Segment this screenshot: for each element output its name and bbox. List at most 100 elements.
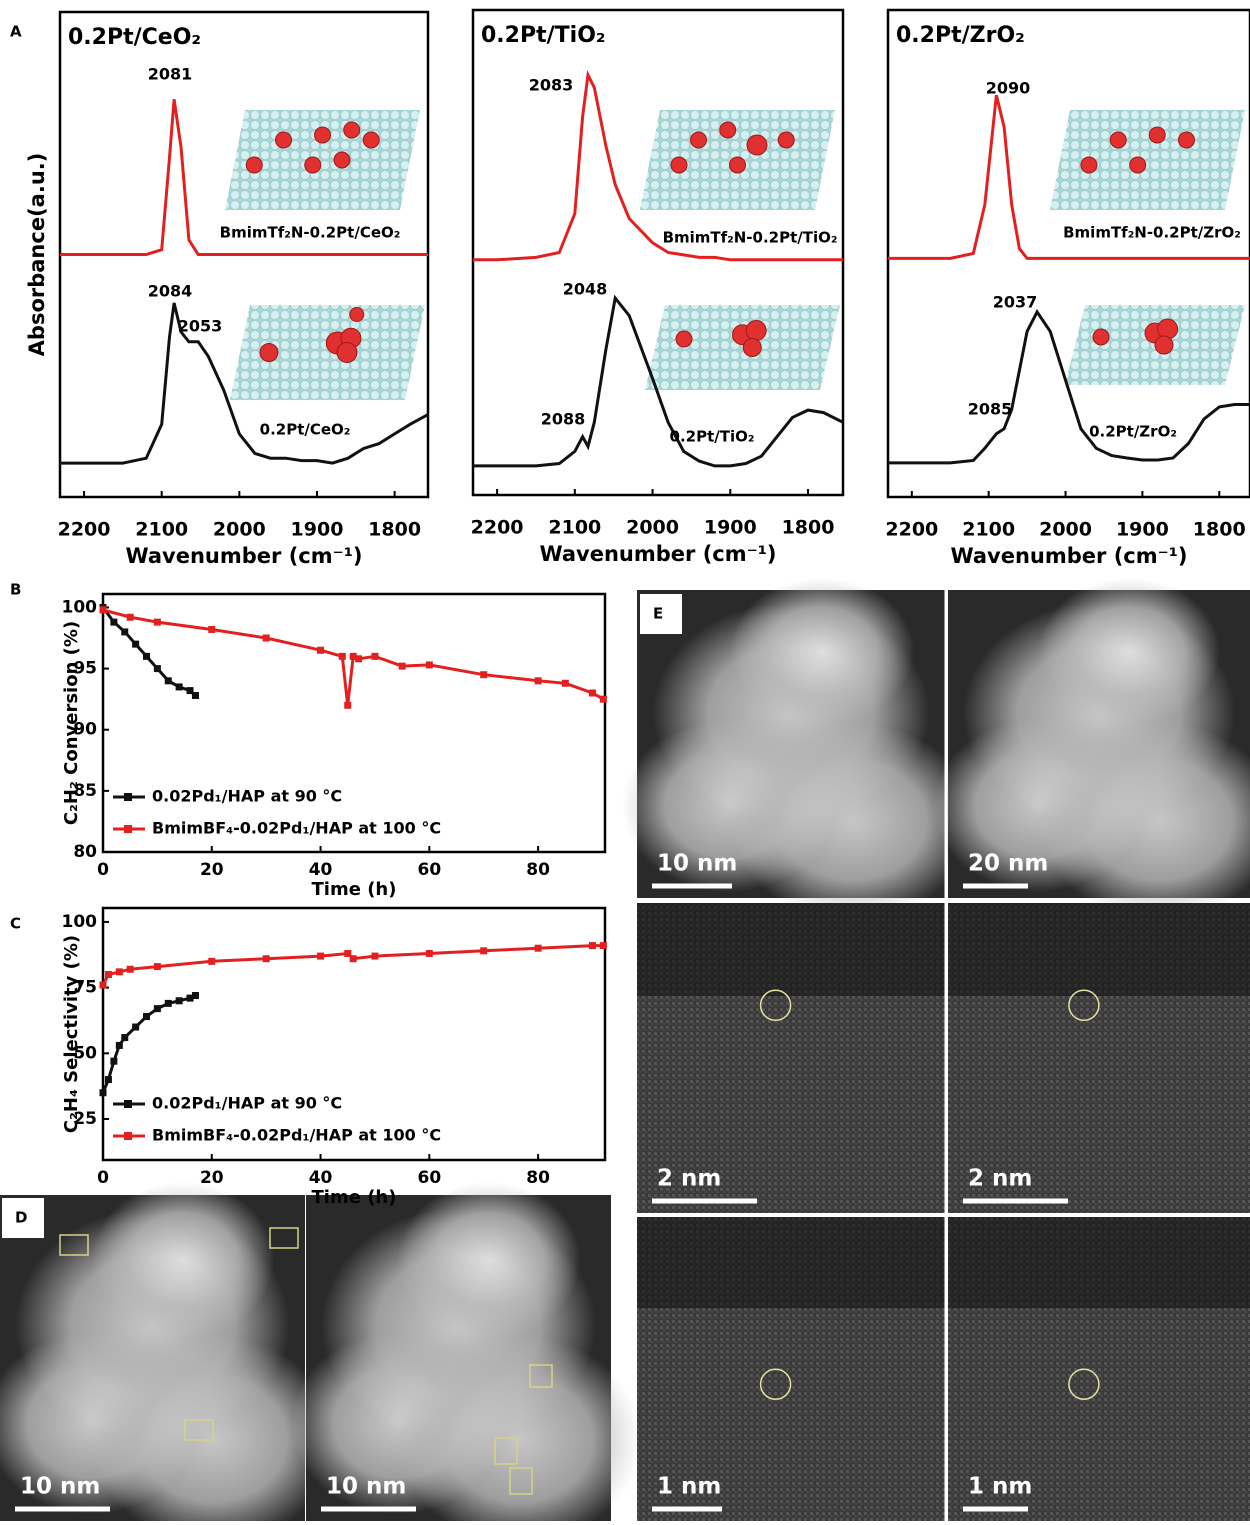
x-tick-label: 1800 <box>782 517 835 539</box>
x-tick-label: 20 <box>200 860 224 880</box>
data-point <box>208 958 215 965</box>
scale-bar-label: 1 nm <box>657 1474 721 1500</box>
pt-atom <box>743 339 761 357</box>
data-point <box>154 665 161 672</box>
data-point <box>562 680 569 687</box>
scale-bar-label: 20 nm <box>968 851 1048 877</box>
legend-label: 0.02Pd₁/HAP at 90 °C <box>152 787 342 806</box>
micrograph-shade <box>637 1217 945 1308</box>
pt-atom <box>334 152 350 168</box>
curve-label: BmimTf₂N-0.2Pt/CeO₂ <box>220 224 401 242</box>
data-point <box>165 677 172 684</box>
pt-atom <box>315 127 331 143</box>
data-point <box>589 942 596 949</box>
peak-label: 2053 <box>178 317 223 336</box>
plot-frame <box>103 594 605 852</box>
micrograph-feature <box>92 1182 275 1338</box>
pt-atom <box>363 132 379 148</box>
data-point <box>154 619 161 626</box>
legend-marker <box>124 1100 132 1108</box>
micrograph-shade <box>637 903 945 996</box>
curve-label: BmimTf₂N-0.2Pt/ZrO₂ <box>1063 224 1241 242</box>
x-axis-label: Wavenumber (cm⁻¹) <box>125 544 362 568</box>
x-axis-label: Wavenumber (cm⁻¹) <box>950 544 1187 568</box>
data-point <box>127 966 134 973</box>
data-point <box>116 1042 123 1049</box>
x-tick-label: 2200 <box>471 517 524 539</box>
data-point <box>263 955 270 962</box>
pt-atom <box>246 157 262 173</box>
pt-atom <box>260 344 278 362</box>
data-point <box>344 702 351 709</box>
peak-label: 2081 <box>148 65 193 84</box>
chart-title: 0.2Pt/CeO₂ <box>68 25 201 50</box>
data-point <box>317 647 324 654</box>
x-tick-label: 1900 <box>1116 519 1169 541</box>
data-point <box>480 671 487 678</box>
x-tick-label: 2000 <box>213 519 266 541</box>
pt-atom <box>1130 157 1146 173</box>
data-point <box>535 677 542 684</box>
scale-bar-label: 1 nm <box>968 1474 1032 1500</box>
x-axis-label: Time (h) <box>312 879 397 900</box>
data-line <box>103 946 603 985</box>
data-point <box>263 635 270 642</box>
data-point <box>116 968 123 975</box>
y-tick-label: 100 <box>62 597 98 617</box>
x-tick-label: 80 <box>526 860 550 880</box>
x-tick-label: 40 <box>309 1168 333 1188</box>
support-slab <box>230 305 425 400</box>
data-point <box>317 953 324 960</box>
legend-label: 0.02Pd₁/HAP at 90 °C <box>152 1094 342 1113</box>
y-tick-label: 80 <box>73 842 97 862</box>
x-tick-label: 2000 <box>626 517 679 539</box>
peak-label: 2085 <box>968 400 1013 419</box>
legend-marker <box>124 1132 132 1140</box>
pt-atom <box>276 132 292 148</box>
data-point <box>100 606 107 613</box>
x-tick-label: 60 <box>417 1168 441 1188</box>
x-axis-label: Wavenumber (cm⁻¹) <box>539 542 776 566</box>
scale-bar-label: 10 nm <box>326 1474 406 1500</box>
x-tick-label: 2100 <box>548 517 601 539</box>
data-point <box>121 1034 128 1041</box>
micrograph-feature <box>398 1182 581 1338</box>
data-point <box>110 1058 117 1065</box>
pt-atom <box>305 157 321 173</box>
x-tick-label: 80 <box>526 1168 550 1188</box>
x-tick-label: 2100 <box>962 519 1015 541</box>
pt-atom <box>691 132 707 148</box>
micrograph-shade <box>948 903 1250 996</box>
y-axis-label: C₂H₄ Selectivity (%) <box>61 935 82 1133</box>
scale-bar-label: 10 nm <box>20 1474 100 1500</box>
data-point <box>176 683 183 690</box>
data-point <box>100 1089 107 1096</box>
data-point <box>127 614 134 621</box>
plot-frame <box>888 10 1250 497</box>
pt-atom <box>747 135 767 155</box>
panel-label: D <box>15 1209 27 1227</box>
x-axis-label: Time (h) <box>312 1187 397 1208</box>
data-point <box>154 963 161 970</box>
pt-atom <box>1081 157 1097 173</box>
peak-label: 2090 <box>986 79 1031 98</box>
x-tick-label: 2200 <box>885 519 938 541</box>
peak-label: 2088 <box>541 410 586 429</box>
data-point <box>208 626 215 633</box>
data-point <box>371 953 378 960</box>
x-tick-label: 2000 <box>1039 519 1092 541</box>
pt-atom <box>350 308 364 322</box>
panel-label: A <box>10 23 22 41</box>
data-point <box>426 661 433 668</box>
curve-label: 0.2Pt/ZrO₂ <box>1089 423 1177 441</box>
data-point <box>121 628 128 635</box>
panel-label: B <box>10 581 21 599</box>
legend-marker <box>124 793 132 801</box>
support-slab <box>1050 110 1245 210</box>
data-point <box>132 641 139 648</box>
peak-label: 2037 <box>993 293 1038 312</box>
x-tick-label: 1900 <box>291 519 344 541</box>
pt-atom <box>778 132 794 148</box>
data-point <box>105 971 112 978</box>
pt-atom <box>730 157 746 173</box>
